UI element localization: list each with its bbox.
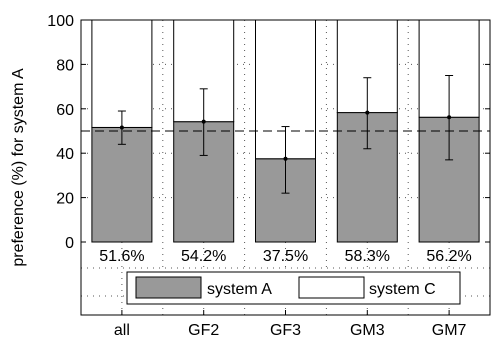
bar-system-c-all: [91, 19, 153, 128]
y-tick-label: 60: [56, 102, 74, 119]
error-bars: [117, 75, 454, 194]
legend-swatch-system-c: [298, 276, 365, 299]
legend-label-system-a: system A: [207, 281, 272, 298]
plot-frame: [80, 19, 491, 316]
legend-swatch-system-a: [135, 276, 202, 299]
y-tick-label: 40: [56, 146, 74, 163]
mean-point-GM7: [447, 115, 452, 120]
data-label-GM3: 58.3%: [345, 248, 390, 265]
y-tick-label: 0: [65, 235, 74, 252]
x-tick-label-GF2: GF2: [188, 322, 219, 338]
data-label-GM7: 56.2%: [426, 248, 471, 265]
x-tick-label-all: all: [114, 322, 130, 338]
data-label-all: 51.6%: [99, 248, 144, 265]
data-label-GF2: 54.2%: [181, 248, 226, 265]
bar-system-a-all: [91, 126, 153, 243]
y-tick-label: 80: [56, 57, 74, 74]
x-tick-label-GM3: GM3: [350, 322, 385, 338]
mean-point-GF2: [201, 119, 206, 124]
x-tick-label-GF3: GF3: [270, 322, 301, 338]
data-label-GF3: 37.5%: [263, 248, 308, 265]
mean-point-GF3: [283, 156, 288, 161]
x-ticks: all GF2 GF3 GM3 GM7: [114, 310, 467, 338]
y-tick-label: 20: [56, 191, 74, 208]
mean-point-GM3: [365, 110, 370, 115]
y-tick-label: 100: [47, 13, 74, 30]
y-ticks: 0 20 40 60 80 100: [47, 13, 490, 252]
legend: system A system C: [126, 271, 461, 305]
bars: [91, 19, 480, 243]
mean-point-all: [119, 125, 124, 130]
bar-system-a-GM3: [336, 112, 398, 243]
x-tick-label-GM7: GM7: [432, 322, 467, 338]
data-labels: 51.6% 54.2% 37.5% 58.3% 56.2%: [99, 248, 472, 265]
legend-label-system-c: system C: [369, 281, 436, 298]
y-axis-label: preference (%) for system A: [10, 68, 27, 267]
